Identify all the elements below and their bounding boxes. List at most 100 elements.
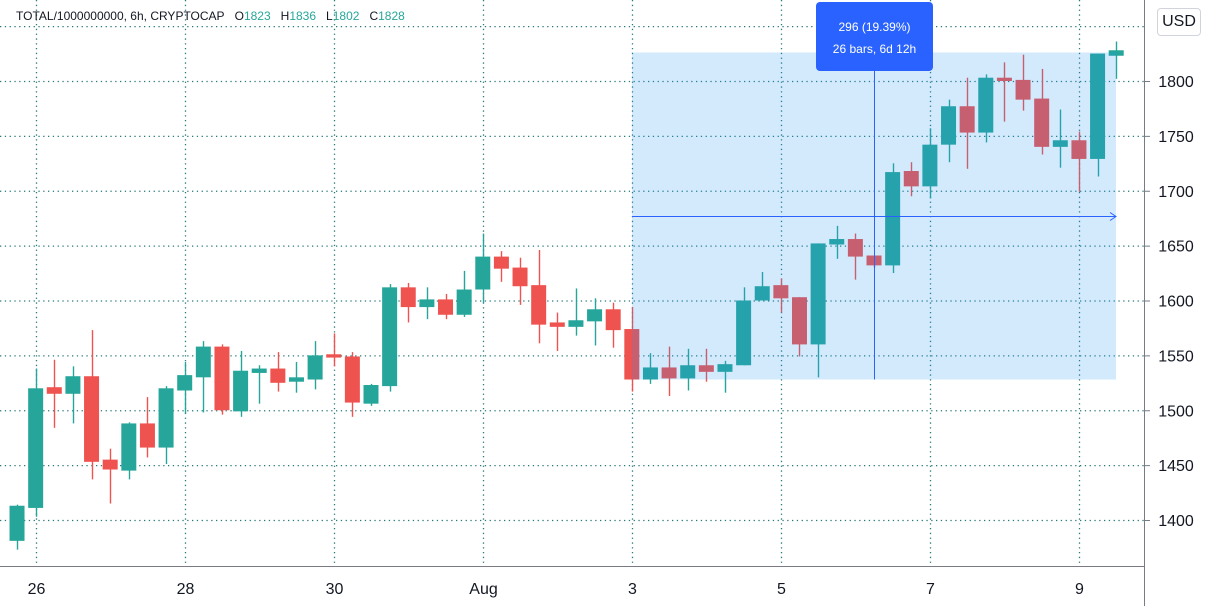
price-tick-label: 1700 [1158, 184, 1194, 201]
price-tick-label: 1550 [1158, 348, 1194, 365]
candle [84, 330, 100, 480]
price-tick-label: 1600 [1158, 294, 1194, 311]
time-axis[interactable]: 26 28 30 Aug 3 5 7 9 [28, 581, 1084, 598]
candle [531, 250, 547, 344]
candle-body [810, 243, 826, 345]
candle-body [121, 423, 137, 471]
candle-body [624, 329, 640, 380]
price-tick-label: 1800 [1158, 74, 1194, 91]
candle [475, 233, 491, 303]
candle-body [233, 370, 249, 412]
candle [344, 352, 360, 417]
candle-body [288, 377, 304, 382]
price-tick-label: 1650 [1158, 239, 1194, 256]
measure-change: 296 (19.39%) [838, 20, 911, 34]
candle-body [102, 459, 118, 470]
candle-body [1015, 79, 1031, 100]
candle [810, 243, 826, 378]
candle-body [568, 320, 584, 327]
candle-body [1071, 140, 1087, 159]
candle [624, 307, 640, 392]
time-tick-label: 26 [28, 581, 46, 598]
low-label: L [326, 9, 333, 23]
candle-body [773, 285, 789, 299]
candle-body [885, 172, 901, 266]
candle-body [587, 309, 603, 322]
candle-body [158, 388, 174, 448]
candle [363, 383, 379, 406]
candle-body [438, 299, 454, 315]
candle-body [549, 322, 565, 327]
candle [754, 271, 770, 301]
time-tick-label: Aug [469, 581, 497, 598]
time-tick-label: 30 [326, 581, 344, 598]
candle [829, 225, 845, 259]
candle [568, 288, 584, 336]
candle-body [139, 423, 155, 448]
candle [885, 163, 901, 274]
candle [847, 233, 863, 280]
time-tick-label: 9 [1075, 581, 1084, 598]
candle [661, 346, 677, 396]
candle-body [344, 356, 360, 403]
candle [28, 368, 44, 517]
candle-body [941, 106, 957, 145]
candle [1090, 53, 1106, 177]
close-label: C [369, 9, 379, 23]
candle-body [661, 367, 677, 379]
candle [493, 251, 509, 282]
time-tick-label: 7 [926, 581, 935, 598]
candle [382, 284, 398, 392]
measure-tooltip: 296 (19.39%) 26 bars, 6d 12h [816, 2, 933, 71]
candle [680, 348, 696, 391]
candle-body [829, 239, 845, 245]
candle-body [363, 385, 379, 404]
candle [121, 422, 137, 480]
candle-body [512, 267, 528, 287]
candle-body [1090, 53, 1106, 159]
candle [102, 448, 118, 504]
candle-body [1034, 98, 1050, 147]
candle [941, 99, 957, 163]
candle [1052, 109, 1068, 168]
time-tick-label: 3 [628, 581, 637, 598]
candle-body [9, 505, 25, 541]
candle [587, 298, 603, 346]
price-axis[interactable]: 1400 1450 1500 1550 1600 1650 1700 1750 1800 [1144, 74, 1194, 530]
open-value: 1823 [243, 9, 271, 23]
candle [233, 350, 249, 417]
candle [717, 360, 733, 393]
candle-body [307, 355, 323, 380]
candle [139, 397, 155, 458]
candle-body [791, 297, 807, 345]
candle [46, 359, 62, 428]
candle-body [28, 388, 44, 508]
candle-body [1052, 140, 1068, 147]
symbol-title: TOTAL/1000000000, 6h, CRYPTOCAP [16, 9, 225, 23]
candle-body [195, 346, 211, 378]
candle [1108, 41, 1124, 79]
candle-body [475, 256, 491, 290]
candle [903, 162, 919, 197]
candle [1034, 68, 1050, 155]
high-label: H [280, 9, 290, 23]
open-label: O [234, 9, 244, 23]
candle-body [642, 367, 658, 380]
candle-body [736, 300, 752, 366]
candle [195, 341, 211, 413]
measure-overlay [632, 52, 1117, 380]
candle [438, 293, 454, 320]
currency-button[interactable]: USD [1157, 8, 1201, 36]
candle-body [922, 144, 938, 187]
candle-body [493, 256, 509, 269]
candle [251, 365, 267, 404]
price-tick-label: 1750 [1158, 129, 1194, 146]
candle-body [996, 77, 1012, 81]
candle [177, 361, 193, 414]
candle [400, 282, 416, 323]
candle-body [978, 77, 994, 133]
candle [996, 62, 1012, 122]
candle [605, 302, 621, 348]
candle-body [754, 286, 770, 301]
